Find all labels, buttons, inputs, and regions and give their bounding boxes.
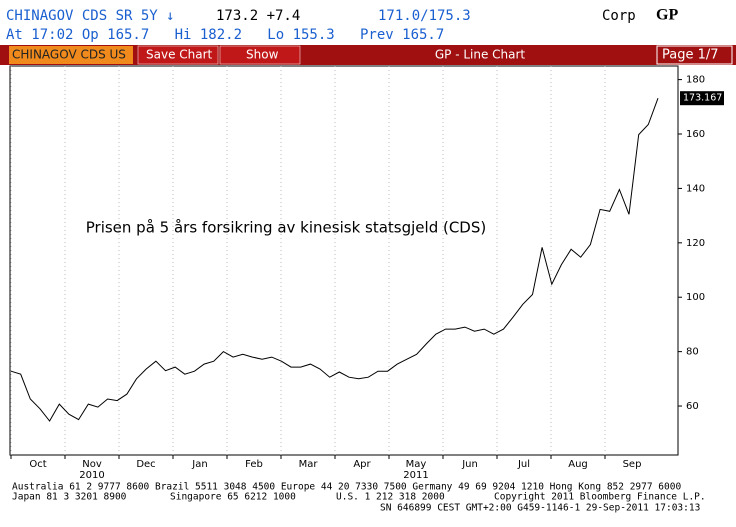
- x-tick-label: Sep: [623, 459, 642, 470]
- show-label[interactable]: Show: [246, 48, 279, 62]
- price-line: [10, 98, 659, 422]
- y-tick-label: 60: [686, 401, 699, 412]
- page-box[interactable]: [656, 45, 733, 65]
- save-button[interactable]: [137, 45, 219, 65]
- page[interactable]: Page 1/7: [662, 48, 719, 63]
- y-tick-label: 140: [686, 183, 705, 194]
- market: Corp: [602, 8, 636, 24]
- footer-line: Australia 61 2 9777 8600 Brazil 5511 304…: [12, 482, 681, 493]
- x-tick-label: May: [406, 459, 427, 470]
- footer-us: U.S. 1 212 318 2000: [336, 492, 445, 503]
- year-label: 2010: [79, 470, 104, 481]
- stats: At 17:02 Op 165.7 Hi 182.2 Lo 155.3 Prev…: [6, 27, 444, 43]
- y-tick-label: 160: [686, 129, 705, 140]
- annotation: Prisen på 5 års forsikring av kinesisk s…: [86, 219, 486, 237]
- footer-sn: SN 646899 CEST GMT+2:00 G459-1146-1 29-S…: [380, 503, 700, 514]
- x-tick-label: Aug: [568, 459, 588, 470]
- y-tick-label: 100: [686, 292, 705, 303]
- x-tick-label: Jun: [461, 459, 478, 470]
- x-tick-label: Dec: [136, 459, 155, 470]
- year-label: 2011: [403, 470, 428, 481]
- x-tick-label: Jul: [517, 459, 530, 470]
- x-tick-label: Feb: [245, 459, 263, 470]
- security-box[interactable]: [9, 46, 133, 64]
- toolbar-title: GP - Line Chart: [435, 48, 526, 62]
- x-tick-label: Oct: [29, 459, 46, 470]
- price: 173.2 +7.4: [216, 8, 300, 24]
- show-button[interactable]: [219, 45, 301, 65]
- footer-japan: Japan 81 3 3201 8900: [12, 492, 127, 503]
- y-tick-label: 180: [686, 75, 705, 86]
- save-label[interactable]: Save Chart: [146, 48, 213, 62]
- y-tick-label: 120: [686, 238, 705, 249]
- ticker: CHINAGOV CDS SR 5Y ↓: [6, 8, 175, 24]
- plot-area: [9, 65, 679, 456]
- security[interactable]: CHINAGOV CDS US: [12, 48, 126, 62]
- footer-copyright: Copyright 2011 Bloomberg Finance L.P.: [494, 492, 706, 503]
- footer-singapore: Singapore 65 6212 1000: [170, 492, 296, 503]
- x-tick-label: Mar: [299, 459, 319, 470]
- function: GP: [656, 7, 678, 24]
- x-tick-label: Jan: [191, 459, 207, 470]
- last-value-box: [680, 91, 724, 106]
- last-value-label: 173.167: [683, 93, 722, 104]
- y-tick-label: 80: [686, 347, 699, 358]
- bid-ask: 171.0/175.3: [378, 8, 471, 24]
- x-tick-label: Apr: [353, 459, 371, 470]
- x-tick-label: Nov: [82, 459, 102, 470]
